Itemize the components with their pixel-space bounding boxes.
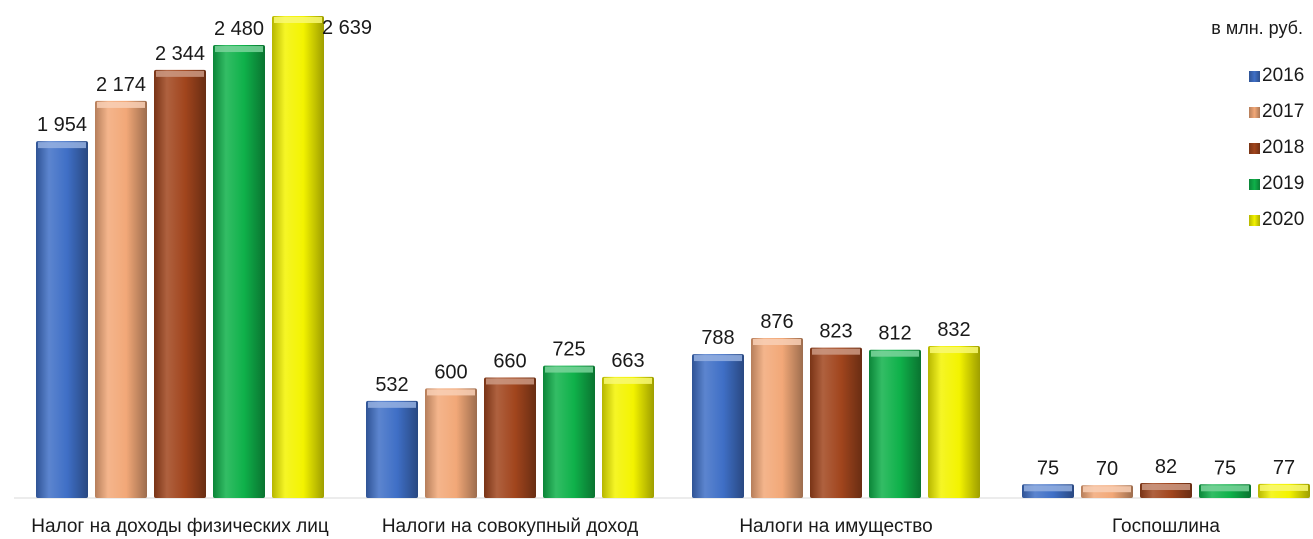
data-label: 663 (611, 350, 644, 372)
data-label: 75 (1214, 457, 1236, 479)
data-label: 823 (819, 321, 852, 343)
data-label: 832 (937, 319, 970, 341)
legend-label: 2016 (1262, 65, 1305, 86)
bar-2018-2 (810, 347, 862, 498)
category-label: Госпошлина (1112, 516, 1220, 537)
bar-highlight (930, 347, 978, 354)
bar-2019-0 (213, 45, 265, 498)
data-label: 2 344 (155, 43, 205, 65)
legend-label: 2018 (1262, 137, 1305, 158)
data-label: 82 (1155, 456, 1177, 478)
bar-highlight (604, 377, 652, 384)
legend-swatch (1249, 142, 1260, 154)
bar-highlight (753, 339, 801, 346)
legend-item-2017: 2017 (1249, 94, 1304, 130)
bar-highlight (274, 17, 322, 23)
data-label: 2 639 (322, 17, 372, 39)
data-label: 1 954 (37, 114, 87, 136)
bar-highlight (545, 366, 593, 373)
bar-highlight (1024, 485, 1072, 492)
data-label: 2 174 (96, 74, 146, 96)
legend-swatch (1249, 70, 1260, 82)
bar-2020-0 (272, 16, 324, 498)
category-label: Налоги на совокупный доход (382, 516, 638, 537)
data-label: 600 (434, 361, 467, 383)
bar-2016-1 (366, 400, 418, 498)
bar-highlight (97, 101, 145, 108)
legend-item-2020: 2020 (1249, 202, 1304, 238)
legend-swatch (1249, 106, 1260, 118)
bar-highlight (1201, 485, 1249, 492)
bar-2017-0 (95, 100, 147, 498)
bar-highlight (368, 401, 416, 408)
legend: 2016 2017 2018 2019 2020 (1249, 58, 1304, 238)
bar-highlight (38, 142, 86, 149)
data-label: 660 (493, 350, 526, 372)
legend-label: 2017 (1262, 101, 1305, 122)
category-label: Налоги на имущество (739, 516, 932, 537)
data-label: 812 (878, 323, 911, 345)
bar-highlight (215, 46, 263, 53)
legend-label: 2020 (1262, 209, 1305, 230)
bar-highlight (871, 350, 919, 357)
legend-item-2019: 2019 (1249, 166, 1304, 202)
data-label: 70 (1096, 458, 1118, 480)
bar-2019-2 (869, 349, 921, 498)
bar-highlight (1142, 484, 1190, 491)
legend-item-2018: 2018 (1249, 130, 1304, 166)
bar-2017-1 (425, 388, 477, 498)
data-label: 75 (1037, 457, 1059, 479)
legend-label: 2019 (1262, 173, 1305, 194)
data-label: 725 (552, 339, 585, 361)
legend-swatch (1249, 178, 1260, 190)
bar-2016-0 (36, 141, 88, 498)
data-label: 788 (701, 327, 734, 349)
bar-highlight (1083, 486, 1131, 493)
bar-highlight (812, 348, 860, 355)
data-label: 876 (760, 311, 793, 333)
category-label: Налог на доходы физических лиц (31, 516, 329, 537)
bar-2020-2 (928, 346, 980, 498)
bar-highlight (427, 389, 475, 396)
bar-highlight (694, 355, 742, 362)
legend-item-2016: 2016 (1249, 58, 1304, 94)
bar-2018-1 (484, 377, 536, 498)
bar-highlight (486, 378, 534, 385)
bar-highlight (156, 70, 204, 77)
bar-2018-0 (154, 69, 206, 499)
bar-2019-1 (543, 365, 595, 498)
data-label: 2 480 (214, 18, 264, 40)
bar-highlight (1260, 484, 1308, 491)
legend-swatch (1249, 214, 1260, 226)
bar-2017-2 (751, 338, 803, 498)
bar-2020-1 (602, 376, 654, 498)
bar-2016-2 (692, 354, 744, 498)
data-label: 77 (1273, 457, 1295, 479)
data-label: 532 (375, 374, 408, 396)
unit-label: в млн. руб. (1211, 18, 1303, 38)
